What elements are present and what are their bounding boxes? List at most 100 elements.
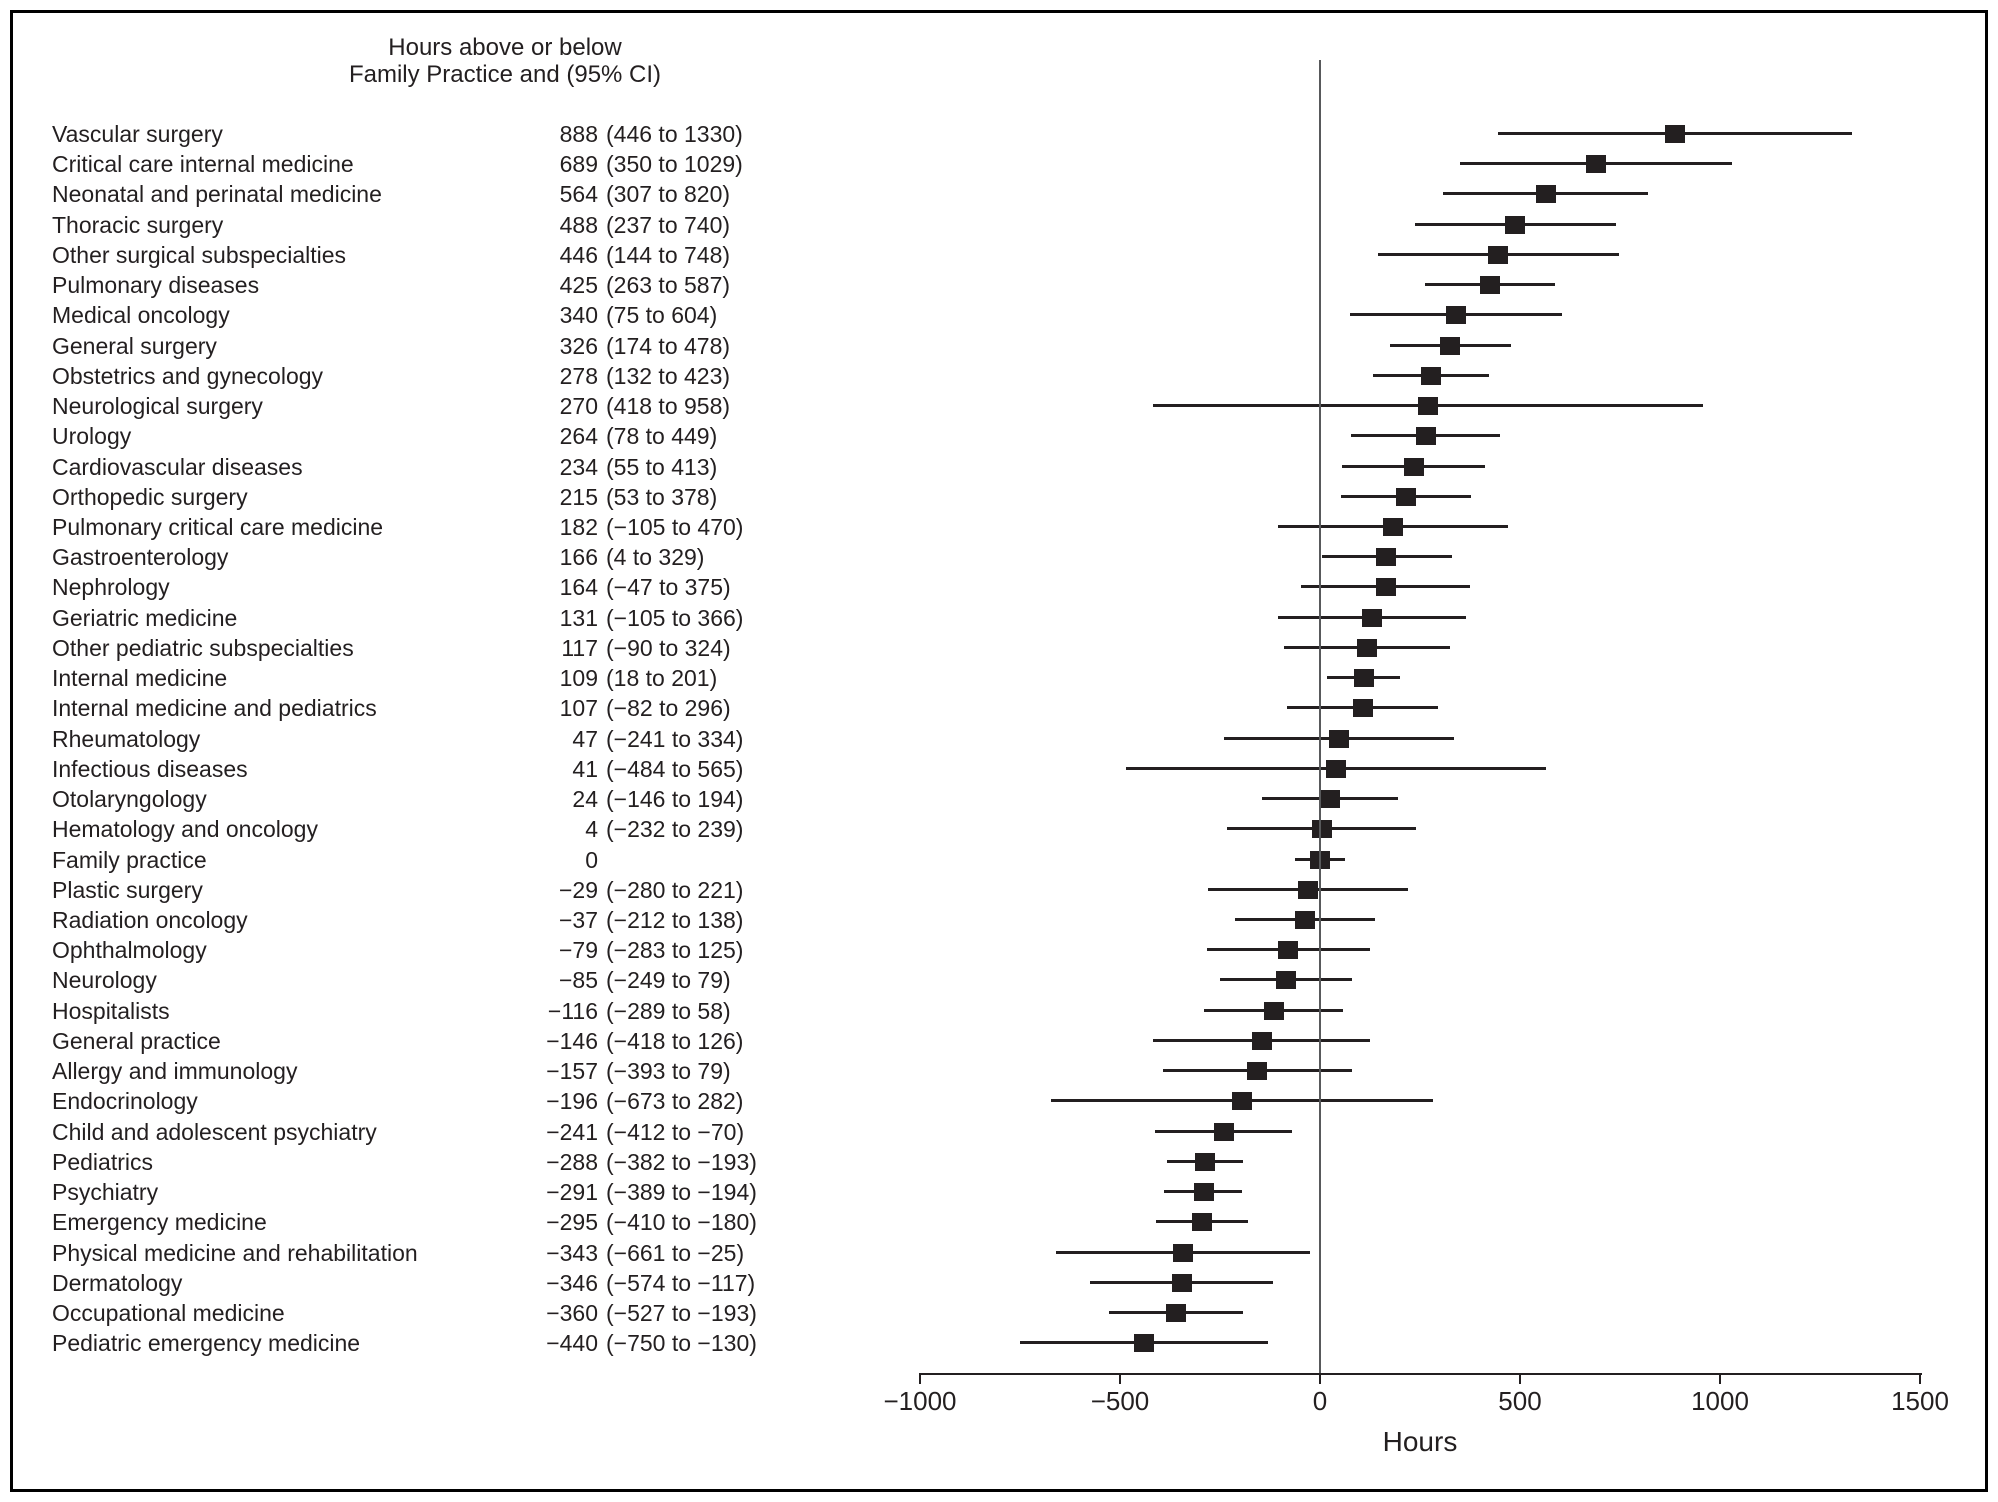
row-value: 117 — [561, 634, 598, 661]
row-label: Neurological surgery — [52, 393, 263, 420]
x-axis-tick — [1519, 1375, 1521, 1384]
table-row: Urology 264 (78 to 449) — [0, 421, 1998, 451]
table-row: Internal medicine 109 (18 to 201) — [0, 663, 1998, 693]
x-axis-tick-label: 1000 — [1691, 1386, 1749, 1416]
row-label: Pulmonary diseases — [52, 272, 260, 299]
row-ci: (55 to 413) — [606, 453, 718, 480]
row-label: Child and adolescent psychiatry — [52, 1118, 377, 1145]
table-row: Pulmonary critical care medicine 182 (−105… — [0, 512, 1998, 542]
row-value: 215 — [559, 483, 598, 510]
row-value: −241 — [546, 1118, 598, 1145]
row-label: Other surgical subspecialties — [52, 241, 347, 268]
row-value: 109 — [559, 665, 598, 692]
row-value: 164 — [559, 574, 598, 601]
row-label: Internal medicine and pediatrics — [52, 695, 377, 722]
point-marker — [1247, 1062, 1268, 1081]
x-axis-tick-label: 500 — [1498, 1386, 1542, 1416]
point-marker — [1134, 1334, 1154, 1353]
row-ci: (307 to 820) — [606, 181, 731, 208]
table-row: Hospitalists −116 (−289 to 58) — [0, 996, 1998, 1026]
row-ci: (−418 to 126) — [606, 1027, 744, 1054]
point-marker — [1326, 759, 1347, 778]
table-row: Obstetrics and gynecology 278 (132 to 423) — [0, 361, 1998, 391]
table-row: Nephrology 164 (−47 to 375) — [0, 572, 1998, 602]
row-value: −29 — [558, 876, 598, 903]
table-row: Otolaryngology 24 (−146 to 194) — [0, 784, 1998, 814]
point-marker — [1440, 336, 1461, 355]
table-row: General practice −146 (−418 to 126) — [0, 1026, 1998, 1056]
point-marker — [1328, 729, 1349, 748]
row-ci: (−410 to −180) — [606, 1209, 757, 1236]
row-label: Emergency medicine — [52, 1209, 267, 1236]
row-label: Other pediatric subspecialties — [52, 634, 354, 661]
point-marker — [1356, 638, 1377, 657]
row-ci: (144 to 748) — [606, 241, 731, 268]
row-value: −291 — [546, 1179, 598, 1206]
row-label: Cardiovascular diseases — [52, 453, 303, 480]
point-marker — [1382, 517, 1403, 536]
table-row: Thoracic surgery 488 (237 to 740) — [0, 210, 1998, 240]
row-ci: (53 to 378) — [606, 483, 718, 510]
row-value: 131 — [559, 604, 598, 631]
row-ci: (−82 to 296) — [606, 695, 731, 722]
point-marker — [1353, 669, 1374, 688]
row-label: Allergy and immunology — [52, 1058, 298, 1085]
point-marker — [1446, 306, 1466, 325]
row-value: −196 — [546, 1088, 598, 1115]
point-marker — [1421, 366, 1442, 385]
row-value: −85 — [558, 967, 598, 994]
x-axis-tick-label: −500 — [1090, 1386, 1150, 1416]
row-ci: (174 to 478) — [606, 332, 731, 359]
row-value: −116 — [547, 997, 598, 1024]
row-value: 166 — [559, 544, 598, 571]
row-value: 564 — [559, 181, 598, 208]
row-label: Neurology — [52, 967, 157, 994]
row-value: 47 — [572, 725, 598, 752]
point-marker — [1298, 880, 1319, 899]
row-value: 446 — [559, 241, 598, 268]
row-ci: (−389 to −194) — [606, 1179, 757, 1206]
row-ci: (−412 to −70) — [606, 1118, 745, 1145]
row-ci: (−661 to −25) — [606, 1239, 745, 1266]
row-value: 41 — [572, 755, 598, 782]
row-label: Thoracic surgery — [52, 211, 224, 238]
row-ci: (−527 to −193) — [606, 1299, 757, 1326]
row-ci: (132 to 423) — [606, 362, 731, 389]
row-ci: (−750 to −130) — [606, 1330, 757, 1357]
row-ci: (−90 to 324) — [606, 634, 731, 661]
row-value: 488 — [559, 211, 598, 238]
table-row: Critical care internal medicine 689 (350 t… — [0, 149, 1998, 179]
row-value: 24 — [572, 786, 598, 813]
row-ci: (−393 to 79) — [606, 1058, 731, 1085]
point-marker — [1375, 578, 1396, 597]
table-row: Neurology −85 (−249 to 79) — [0, 965, 1998, 995]
point-marker — [1376, 548, 1397, 567]
row-ci: (−673 to 282) — [606, 1088, 744, 1115]
point-marker — [1278, 941, 1299, 960]
point-marker — [1352, 699, 1373, 718]
row-ci: (−146 to 194) — [606, 786, 744, 813]
row-value: −79 — [558, 937, 598, 964]
row-label: General practice — [52, 1027, 221, 1054]
row-label: Dermatology — [52, 1269, 183, 1296]
row-ci: (−484 to 565) — [606, 755, 744, 782]
row-ci: (418 to 958) — [606, 393, 731, 420]
row-ci: (−249 to 79) — [606, 967, 731, 994]
table-row: Infectious diseases 41 (−484 to 565) — [0, 754, 1998, 784]
row-label: Pulmonary critical care medicine — [52, 513, 384, 540]
table-row: Internal medicine and pediatrics 107 (−82 … — [0, 693, 1998, 723]
point-marker — [1403, 457, 1424, 476]
table-row: Pediatrics −288 (−382 to −193) — [0, 1147, 1998, 1177]
table-row: Orthopedic surgery 215 (53 to 378) — [0, 482, 1998, 512]
row-ci: (18 to 201) — [606, 665, 718, 692]
table-row: Vascular surgery 888 (446 to 1330) — [0, 119, 1998, 149]
point-marker — [1488, 245, 1509, 264]
point-marker — [1319, 790, 1340, 809]
row-label: Rheumatology — [52, 725, 201, 752]
row-value: −295 — [546, 1209, 598, 1236]
row-value: 278 — [559, 362, 598, 389]
row-label: Hematology and oncology — [52, 816, 318, 843]
row-value: 340 — [559, 302, 598, 329]
row-value: 264 — [559, 423, 598, 450]
